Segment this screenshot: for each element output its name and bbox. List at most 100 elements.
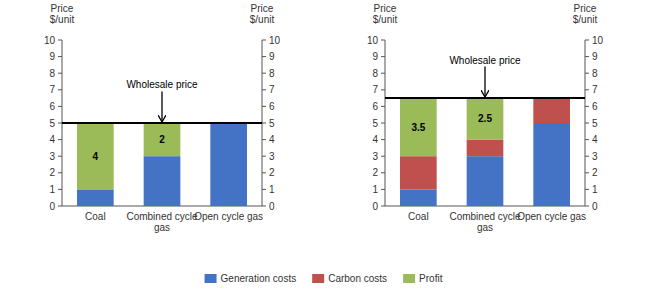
- x-tick-label: Combined cyclegas: [449, 211, 521, 233]
- bars: [62, 123, 262, 206]
- y-tick: [58, 40, 62, 41]
- y2-tick-label: 7: [592, 84, 598, 95]
- chart-root: 012345678910Price$/unit012345678910Price…: [0, 0, 647, 296]
- y2-tick: [585, 106, 589, 107]
- data-label: 2.5: [478, 113, 492, 124]
- y2-tick: [262, 139, 266, 140]
- y2-tick: [262, 40, 266, 41]
- legend-item: Profit: [403, 273, 443, 284]
- bar-segment: [533, 123, 570, 206]
- x-tick-label: Open cycle gas: [194, 211, 263, 222]
- text-line: Coal: [408, 211, 429, 222]
- legend-swatch: [312, 274, 324, 283]
- y-tick: [381, 73, 385, 74]
- text-line: gas: [477, 222, 493, 233]
- panel: 012345678910Price$/unit012345678910Price…: [44, 3, 281, 233]
- y2-tick-label: 10: [592, 35, 604, 46]
- bar-segment: [467, 98, 504, 140]
- bar-segment: [77, 189, 114, 206]
- x-tick-label: Combined cyclegas: [126, 211, 198, 233]
- y-tick: [381, 89, 385, 90]
- bar-segment: [467, 140, 504, 157]
- y2-tick-label: 3: [592, 151, 598, 162]
- y2-tick: [585, 156, 589, 157]
- y-tick-label: 9: [49, 51, 55, 62]
- data-label: 2: [159, 134, 165, 145]
- y-tick: [381, 106, 385, 107]
- y-tick: [58, 89, 62, 90]
- x-tick-label: Open cycle gas: [517, 211, 586, 222]
- y-tick-label: 6: [372, 101, 378, 112]
- y2-tick-label: 2: [592, 167, 598, 178]
- y2-tick: [585, 206, 589, 207]
- y-tick-label: 10: [367, 35, 379, 46]
- text-line: Price: [374, 3, 397, 14]
- legend-item: Generation costs: [205, 273, 297, 284]
- text-line: $/unit: [373, 14, 398, 25]
- y2-tick-label: 6: [592, 101, 598, 112]
- y2-tick: [585, 139, 589, 140]
- y-tick-label: 0: [372, 201, 378, 212]
- y2-tick: [262, 89, 266, 90]
- y-tick: [58, 156, 62, 157]
- y-tick: [381, 206, 385, 207]
- panel: 012345678910Price$/unit012345678910Price…: [367, 3, 604, 233]
- y2-tick-label: 1: [269, 184, 275, 195]
- bar-segment: [77, 123, 114, 189]
- y2-tick: [585, 172, 589, 173]
- legend: Generation costs Carbon costs Profit: [205, 273, 443, 284]
- y-tick: [381, 156, 385, 157]
- data-labels: 3.52.5: [411, 113, 492, 132]
- legend-label: Profit: [419, 273, 443, 284]
- text-line: $/unit: [573, 14, 598, 25]
- y-tick-label: 4: [49, 134, 55, 145]
- y-axis-label: Price$/unit: [50, 3, 75, 25]
- y-tick-label: 0: [49, 201, 55, 212]
- bar-segment: [144, 123, 181, 156]
- y2-tick: [262, 172, 266, 173]
- text-line: Price: [251, 3, 274, 14]
- legend-swatch: [205, 274, 217, 283]
- y2-tick-label: 4: [592, 134, 598, 145]
- y-tick-label: 3: [372, 151, 378, 162]
- bar-segment: [144, 156, 181, 206]
- y-tick: [381, 56, 385, 57]
- bar-segment: [400, 98, 437, 156]
- y2-axis-label: Price$/unit: [573, 3, 598, 25]
- text-line: Coal: [85, 211, 106, 222]
- annotation-text: Wholesale price: [449, 55, 521, 66]
- y2-tick-label: 9: [269, 51, 275, 62]
- text-line: Open cycle gas: [194, 211, 263, 222]
- y2-tick-label: 4: [269, 134, 275, 145]
- y-tick-label: 4: [372, 134, 378, 145]
- annotation-arrow: [484, 67, 485, 97]
- y-tick: [381, 139, 385, 140]
- y-tick: [58, 189, 62, 190]
- y2-tick-label: 3: [269, 151, 275, 162]
- y-tick-label: 6: [49, 101, 55, 112]
- y-tick: [58, 206, 62, 207]
- text-line: $/unit: [50, 14, 75, 25]
- y-tick: [381, 123, 385, 124]
- y2-tick-label: 8: [269, 68, 275, 79]
- y-axis-label: Price$/unit: [373, 3, 398, 25]
- y-tick-label: 7: [372, 84, 378, 95]
- text-line: Combined cycle: [126, 211, 198, 222]
- bars: [385, 98, 585, 206]
- y-tick-label: 1: [49, 184, 55, 195]
- y2-tick-label: 7: [269, 84, 275, 95]
- y2-tick: [262, 156, 266, 157]
- y2-tick-label: 5: [592, 118, 598, 129]
- bar-segment: [400, 189, 437, 206]
- y2-tick-label: 9: [592, 51, 598, 62]
- y2-tick: [262, 106, 266, 107]
- text-line: $/unit: [250, 14, 275, 25]
- legend-label: Carbon costs: [328, 273, 387, 284]
- y2-tick-label: 6: [269, 101, 275, 112]
- y2-axis-label: Price$/unit: [250, 3, 275, 25]
- data-labels: 42: [93, 134, 166, 162]
- annotation-text: Wholesale price: [126, 79, 198, 90]
- y-tick-label: 8: [372, 68, 378, 79]
- y-tick-label: 9: [372, 51, 378, 62]
- legend-swatch: [403, 274, 415, 283]
